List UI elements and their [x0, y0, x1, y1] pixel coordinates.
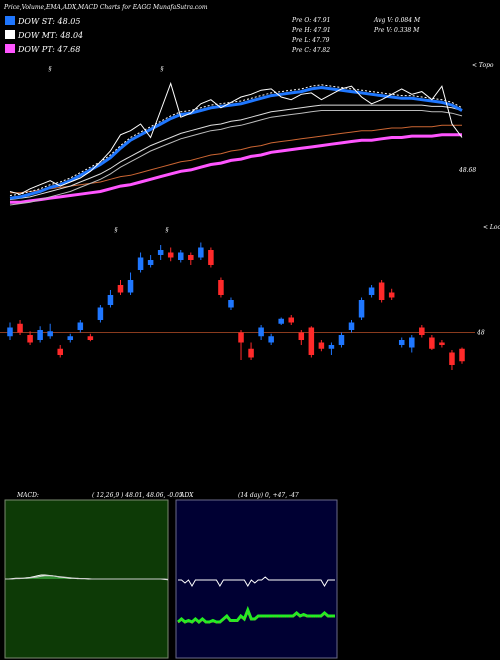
legend-dow-st: DOW ST: 48.05: [5, 16, 80, 26]
candle-body: [57, 348, 63, 355]
loom-label: < Loom: [483, 224, 500, 231]
candle-body: [208, 250, 214, 265]
candle-body: [17, 323, 23, 333]
candle-body: [398, 340, 405, 345]
stat-close: Pre C: 47.82: [292, 47, 331, 54]
candle-body: [378, 282, 385, 300]
ema-marker-2: §: [161, 66, 164, 73]
macd-signal-line: [5, 575, 169, 580]
candle-body: [188, 255, 194, 260]
candle-body: [409, 337, 415, 348]
candle-body: [137, 257, 144, 270]
ema-brown-line: [10, 124, 462, 194]
ema-marker-1: §: [49, 66, 52, 73]
adx-di-line: [178, 576, 335, 588]
candle-body: [147, 260, 154, 265]
candle-body: [439, 342, 445, 345]
candle-body: [358, 300, 365, 318]
macd-params: ( 12,26,9 ) 48.01, 48.06, -0.05: [92, 492, 183, 499]
stat-avg-volume: Avg V: 0.084 M: [374, 17, 421, 24]
ema-mt-lower-line: [9, 110, 463, 206]
candle-body: [288, 317, 295, 323]
candle-body: [308, 327, 315, 355]
candle-body: [198, 247, 204, 258]
candle-body: [278, 318, 284, 324]
candle-marker-2: §: [166, 227, 169, 234]
stat-open: Pre O: 47.91: [292, 17, 331, 24]
candle-body: [117, 285, 124, 293]
candle-body: [368, 287, 375, 295]
candle-body: [228, 300, 234, 308]
candle-body: [87, 336, 94, 340]
legend-dow-mt: DOW MT: 48.04: [5, 30, 83, 40]
candle-body: [449, 352, 455, 365]
adx-params: (14 day) 0, +47, -47: [238, 492, 299, 499]
legend-dow-pt: DOW PT: 47.68: [5, 44, 80, 54]
candle-body: [429, 337, 435, 349]
adx-minus-di-line: [177, 610, 335, 624]
candle-body: [338, 335, 345, 345]
candle-body: [37, 330, 43, 340]
candle-body: [248, 348, 254, 358]
candle-body: [298, 332, 305, 340]
candle-body: [27, 335, 33, 343]
candle-body: [459, 348, 465, 362]
candle-body: [97, 307, 104, 320]
stat-high: Pre H: 47.91: [292, 27, 331, 34]
candle-body: [258, 327, 264, 337]
ema-mt-line: [9, 104, 463, 201]
price-line: [9, 81, 463, 195]
candle-body: [47, 331, 53, 337]
legend-swatch-white: [5, 30, 15, 39]
ema-pt-line: [10, 133, 462, 204]
legend-dow-pt-label: DOW PT: 47.68: [18, 45, 81, 54]
topo-label: < Topo: [472, 62, 494, 69]
adx-panel-bg: [175, 499, 338, 659]
candle-body: [388, 292, 395, 298]
candle-body: [268, 336, 274, 343]
ema-st-dash-line: [9, 84, 463, 196]
candle-body: [167, 252, 174, 258]
adx-line: [177, 605, 335, 624]
candle-body: [77, 322, 84, 330]
adx-label: ADX: [180, 492, 194, 499]
legend-swatch-blue: [5, 16, 15, 25]
ema-price-label: 48.68: [458, 167, 476, 174]
candle-body: [7, 327, 13, 337]
ema-st-line: [9, 85, 463, 200]
candle-marker-1: §: [115, 227, 118, 234]
candle-body: [127, 280, 134, 293]
candle-body: [318, 342, 325, 349]
legend-dow-st-label: DOW ST: 48.05: [18, 17, 81, 26]
candle-body: [419, 327, 425, 335]
candle-body: [238, 332, 244, 343]
chart-title: Price,Volume,EMA,ADX,MACD Charts for EAG…: [4, 4, 208, 11]
legend-swatch-magenta: [5, 44, 15, 53]
candle-body: [67, 336, 74, 340]
candle-body: [328, 345, 335, 349]
stat-pre-volume: Pre V: 0.338 M: [374, 27, 420, 34]
candle-body: [107, 295, 114, 305]
stat-low: Pre L: 47.79: [292, 37, 330, 44]
baseline-label: 48: [476, 330, 485, 337]
macd-label: MACD:: [17, 492, 39, 499]
candle-body: [348, 322, 355, 330]
legend-dow-mt-label: DOW MT: 48.04: [18, 31, 84, 40]
candle-body: [177, 252, 184, 260]
candle-body: [218, 280, 224, 295]
candle-body: [157, 250, 164, 255]
